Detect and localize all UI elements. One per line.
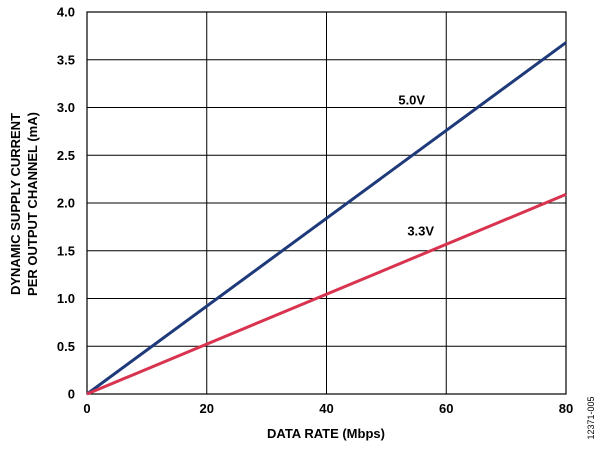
y-tick-label: 1.0 bbox=[57, 291, 75, 306]
y-tick-label: 3.0 bbox=[57, 100, 75, 115]
y-tick-label: 2.0 bbox=[57, 196, 75, 211]
grid bbox=[87, 12, 566, 394]
series-line-3-3v bbox=[86, 193, 567, 396]
x-axis-title: DATA RATE (Mbps) bbox=[267, 426, 385, 441]
plot-frame bbox=[86, 11, 567, 395]
series-labels: 5.0V 3.3V bbox=[398, 93, 434, 239]
y-axis-title-line-2: PER OUTPUT CHANNEL (mA) bbox=[25, 112, 40, 296]
y-tick-label: 0 bbox=[68, 387, 75, 402]
y-tick-label: 1.5 bbox=[57, 243, 75, 258]
tick-labels: 0 20 40 60 80 0 0.5 1.0 1.5 2.0 2.5 3.0 3.5 4.0 bbox=[57, 5, 573, 417]
y-axis-title-line-1: DYNAMIC SUPPLY CURRENT bbox=[8, 113, 23, 295]
x-tick-label: 20 bbox=[200, 401, 214, 416]
series-label-5-0v: 5.0V bbox=[398, 93, 425, 108]
y-tick-label: 4.0 bbox=[57, 5, 75, 20]
y-tick-label: 0.5 bbox=[57, 339, 75, 354]
y-tick-label: 2.5 bbox=[57, 148, 75, 163]
series-group bbox=[86, 41, 567, 396]
figure-id: 12371-005 bbox=[586, 396, 596, 439]
y-tick-label: 3.5 bbox=[57, 52, 75, 67]
series-line-5-0v bbox=[86, 41, 567, 396]
series-label-3-3v: 3.3V bbox=[407, 223, 434, 238]
x-tick-label: 60 bbox=[439, 401, 453, 416]
x-tick-label: 0 bbox=[83, 401, 90, 416]
x-tick-label: 80 bbox=[559, 401, 573, 416]
x-tick-label: 40 bbox=[319, 401, 333, 416]
